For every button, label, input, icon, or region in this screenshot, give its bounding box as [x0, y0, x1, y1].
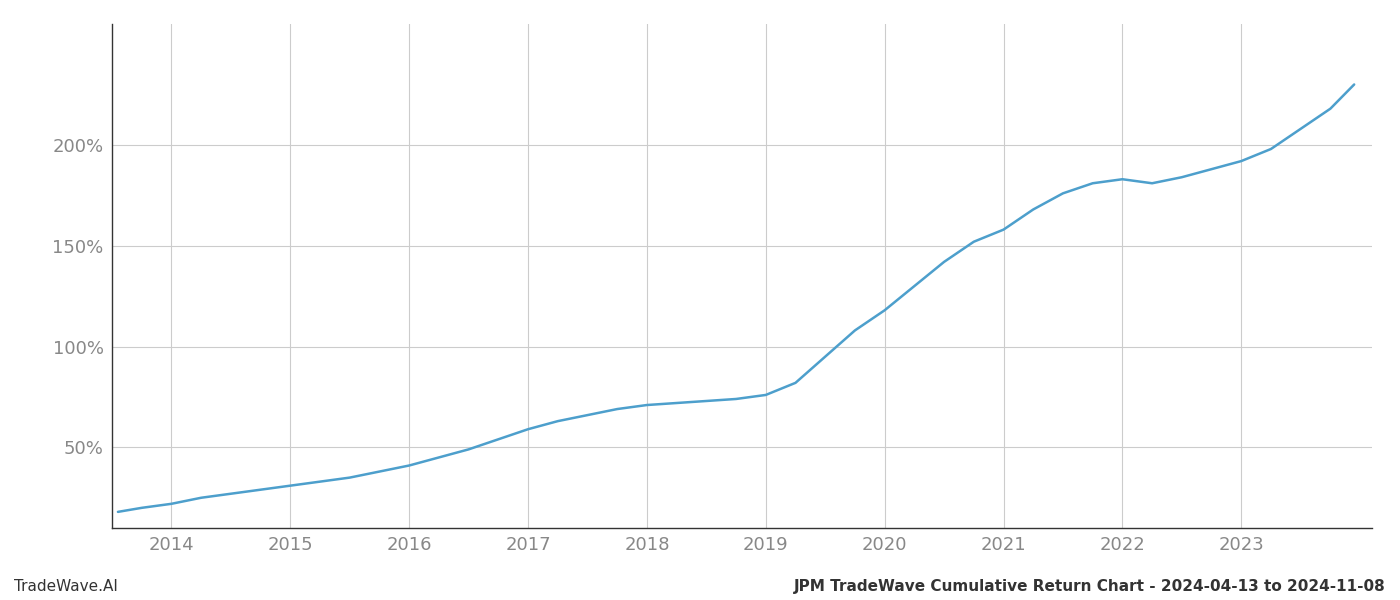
Text: TradeWave.AI: TradeWave.AI	[14, 579, 118, 594]
Text: JPM TradeWave Cumulative Return Chart - 2024-04-13 to 2024-11-08: JPM TradeWave Cumulative Return Chart - …	[794, 579, 1386, 594]
